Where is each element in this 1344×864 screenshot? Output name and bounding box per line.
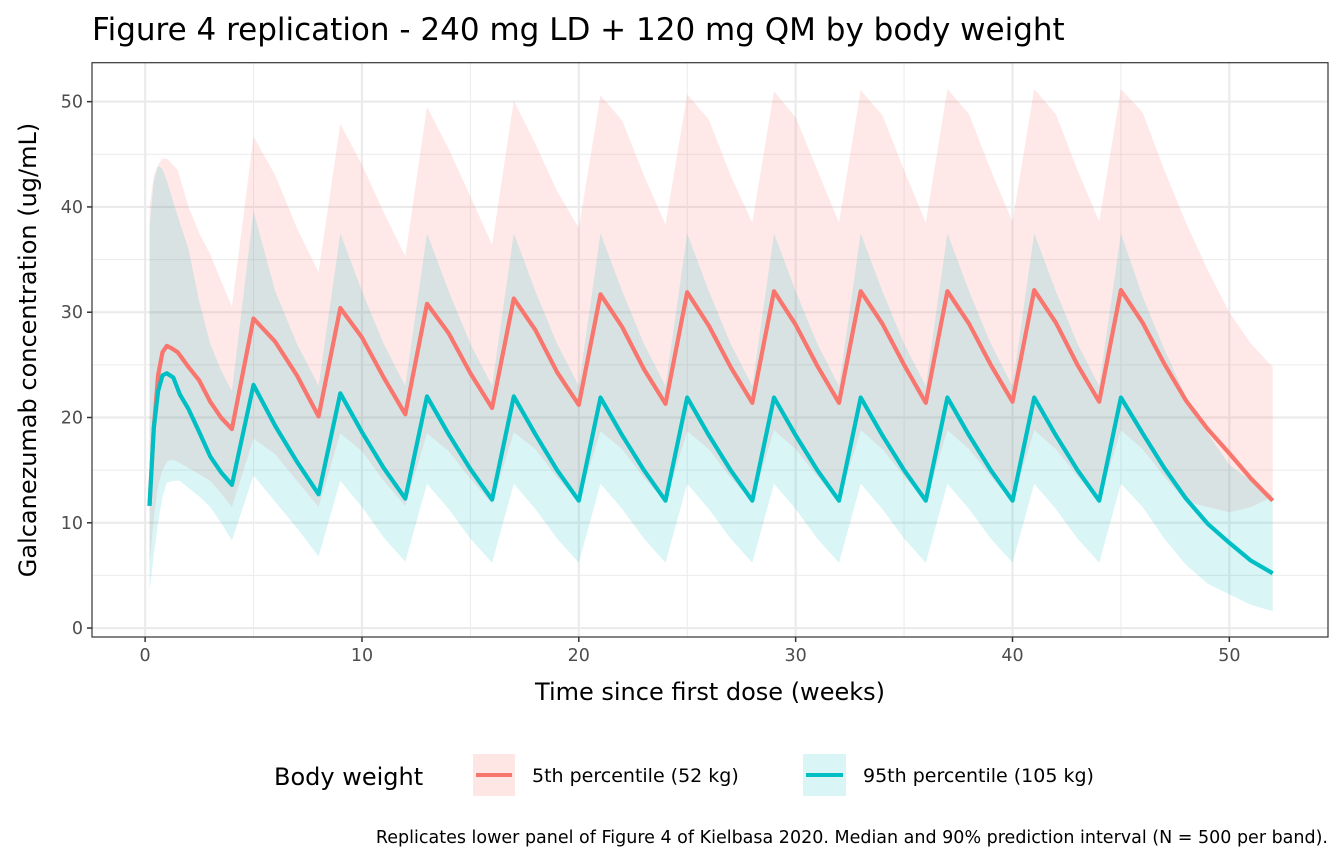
legend-item-95th-percentile: 95th percentile (105 kg) (803, 754, 1094, 796)
x-tick-label: 30 (785, 646, 807, 666)
plot-panel-background (92, 62, 1328, 637)
y-tick-label: 20 (61, 408, 83, 428)
legend-label-5th-percentile: 5th percentile (52 kg) (532, 765, 739, 787)
y-tick-label: 40 (61, 198, 83, 218)
y-axis-title: Galcanezumab concentration (ug/mL) (14, 123, 42, 577)
x-tick-label: 10 (351, 646, 373, 666)
median-lines (147, 288, 1275, 576)
prediction-band-95th-percentile (149, 165, 1273, 612)
y-tick-label: 50 (61, 93, 83, 113)
x-axis-title: Time since first dose (weeks) (534, 678, 885, 706)
plot-panel-border (91, 62, 1329, 638)
median-line-5th-percentile (147, 288, 1275, 507)
y-axis: 0 10 20 30 40 50 (61, 93, 92, 639)
minor-gridlines (92, 62, 1328, 637)
caption: Replicates lower panel of Figure 4 of Ki… (376, 828, 1328, 848)
x-tick-label: 40 (1001, 646, 1023, 666)
x-tick-label: 50 (1218, 646, 1240, 666)
legend-label-95th-percentile: 95th percentile (105 kg) (863, 765, 1094, 787)
major-gridlines (92, 62, 1328, 637)
legend-title: Body weight (274, 763, 423, 791)
x-tick-label: 0 (140, 646, 151, 666)
y-tick-label: 10 (61, 514, 83, 534)
chart-title: Figure 4 replication - 240 mg LD + 120 m… (92, 12, 1065, 48)
y-tick-label: 0 (72, 619, 83, 639)
x-axis: 0 10 20 30 40 50 (140, 637, 1240, 666)
legend-item-5th-percentile: 5th percentile (52 kg) (473, 754, 739, 796)
y-tick-label: 30 (61, 303, 83, 323)
median-line-95th-percentile (147, 371, 1274, 576)
legend: Body weight 5th percentile (52 kg) 95th … (274, 754, 1094, 796)
x-tick-label: 20 (568, 646, 590, 666)
